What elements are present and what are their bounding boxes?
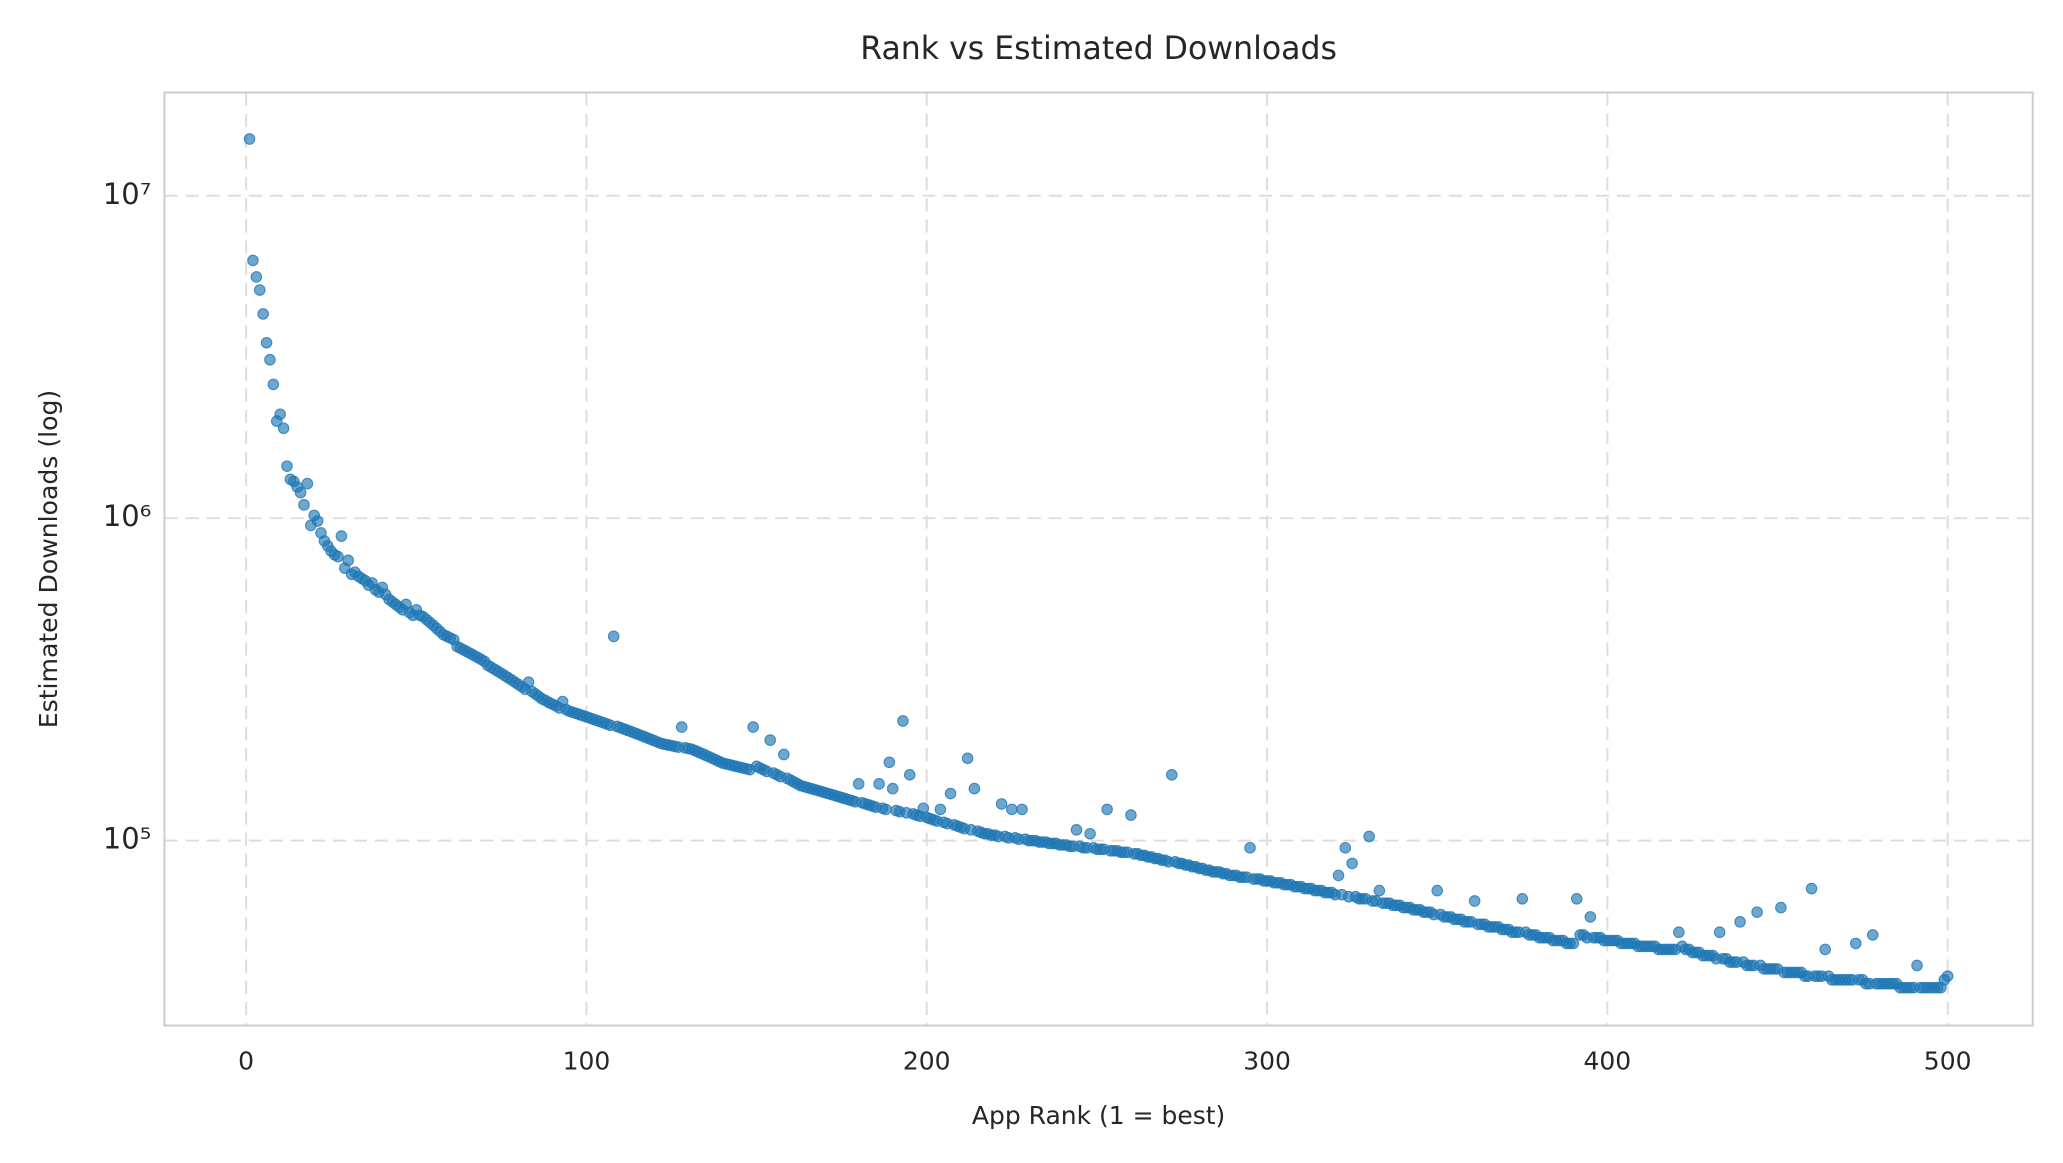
point (995, 798, 1008, 810)
point (1941, 970, 1954, 982)
x-axis-label: App Rank (1 = best) (972, 1101, 1225, 1130)
point (1713, 926, 1726, 939)
point (1516, 893, 1529, 905)
point (1165, 769, 1178, 781)
point (1751, 906, 1763, 918)
point (944, 787, 957, 800)
point (1101, 803, 1113, 816)
point (1673, 926, 1685, 939)
x-tick-label: 400 (1584, 1047, 1632, 1076)
point (886, 782, 899, 795)
point (1584, 911, 1597, 923)
point (1373, 884, 1386, 897)
points (243, 133, 1954, 994)
point (607, 630, 620, 643)
point (281, 460, 293, 472)
point (675, 721, 688, 733)
point (1006, 803, 1018, 816)
point (934, 803, 947, 816)
point (1867, 929, 1879, 941)
point (298, 499, 310, 511)
point (1734, 916, 1746, 928)
point (764, 734, 776, 746)
point (883, 756, 896, 769)
x-tick-label: 200 (903, 1047, 951, 1076)
point (961, 752, 974, 765)
point (257, 308, 269, 320)
point (1244, 842, 1256, 854)
point (1339, 842, 1352, 854)
point (311, 515, 324, 527)
point (267, 378, 280, 391)
x-tick-label: 100 (563, 1047, 611, 1076)
point (1070, 824, 1083, 836)
y-tick-label: 10⁵ (103, 822, 151, 856)
grid (164, 92, 2033, 1026)
point (342, 554, 355, 567)
point (778, 748, 790, 761)
point (852, 778, 865, 790)
point (873, 778, 885, 790)
point (1431, 884, 1443, 897)
x-tick-label: 500 (1924, 1047, 1972, 1076)
point (1084, 827, 1096, 840)
y-tick-label: 10⁷ (103, 177, 151, 211)
point (1346, 857, 1358, 870)
point (1819, 943, 1831, 956)
point (897, 715, 909, 727)
x-tick-label: 0 (238, 1047, 254, 1076)
point (1911, 959, 1923, 972)
chart-title: Rank vs Estimated Downloads (860, 31, 1337, 67)
point (274, 408, 286, 421)
point (332, 550, 344, 563)
y-tick-label: 10⁶ (103, 499, 151, 533)
point (1332, 869, 1345, 882)
x-tick-label: 300 (1243, 1047, 1291, 1076)
point (277, 422, 290, 435)
point (1016, 803, 1028, 816)
point (243, 133, 256, 145)
point (880, 803, 892, 816)
plot-frame (163, 91, 2034, 1027)
point (250, 271, 263, 283)
point (1468, 895, 1481, 907)
point (294, 486, 307, 499)
point (264, 353, 276, 366)
ticks: 0 100 200 300 400 500 10⁵ 10⁶ 10⁷ (103, 177, 1972, 1076)
point (1125, 809, 1137, 821)
point (1363, 830, 1375, 843)
point (1567, 937, 1580, 950)
point (968, 782, 981, 795)
point (1775, 901, 1787, 914)
point (903, 769, 916, 781)
point (1805, 882, 1818, 895)
point (335, 530, 348, 542)
point (253, 284, 266, 296)
point (1849, 937, 1862, 950)
y-axis-label: Estimated Downloads (log) (34, 390, 63, 728)
point (1570, 893, 1583, 905)
point (301, 477, 314, 490)
point (247, 254, 259, 267)
point (747, 721, 759, 733)
point (260, 336, 273, 349)
